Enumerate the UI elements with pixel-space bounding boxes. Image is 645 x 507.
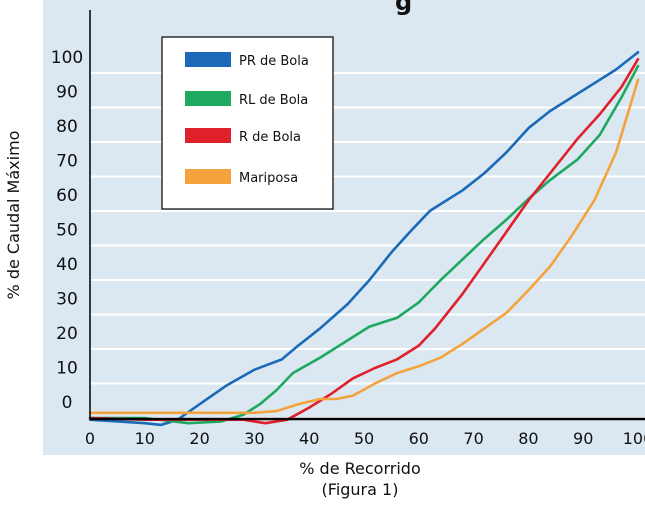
figure-caption: (Figura 1)	[321, 480, 399, 499]
x-axis-label: % de Recorrido	[299, 459, 421, 478]
legend-swatch	[185, 169, 231, 184]
legend-swatch	[185, 128, 231, 143]
y-tick-label: 10	[56, 359, 78, 379]
series-line-pr-de-bola	[88, 50, 640, 427]
y-tick-label: 50	[56, 221, 78, 241]
y-tick-label: 100	[51, 48, 83, 68]
x-tick-label: 60	[409, 429, 429, 448]
plot-background	[43, 0, 645, 455]
x-tick-label: 0	[85, 429, 95, 448]
legend: PR de Bola RL de Bola R de Bola Mariposa	[161, 36, 334, 210]
legend-swatch	[185, 52, 231, 67]
x-tick-label: 20	[189, 429, 209, 448]
x-tick-label: 30	[244, 429, 264, 448]
y-tick-label: 0	[62, 393, 73, 413]
legend-label: Mariposa	[239, 171, 298, 186]
legend-label: R de Bola	[239, 130, 301, 145]
y-tick-label: 30	[56, 290, 78, 310]
series-line-mariposa	[88, 78, 640, 415]
x-tick-label: 80	[518, 429, 538, 448]
legend-label: PR de Bola	[239, 54, 309, 69]
legend-label: RL de Bola	[239, 93, 308, 108]
series-line-rl-de-bola	[88, 64, 640, 425]
y-tick-label: 90	[56, 83, 78, 103]
x-tick-label: 90	[573, 429, 593, 448]
legend-swatch	[185, 91, 231, 106]
x-tick-label: 50	[354, 429, 374, 448]
y-tick-label: 20	[56, 324, 78, 344]
y-tick-label: 70	[56, 152, 78, 172]
y-tick-label: 80	[56, 117, 78, 137]
x-tick-label: 70	[463, 429, 483, 448]
axes	[89, 10, 645, 421]
y-axis-label: % de Caudal Máximo	[4, 131, 23, 300]
y-tick-label: 60	[56, 186, 78, 206]
series-line-r-de-bola	[88, 57, 640, 425]
chart-title-fragment: g	[395, 0, 413, 16]
x-tick-label: 40	[299, 429, 319, 448]
series-lines	[88, 50, 640, 427]
tick-labels: 0 10 20 30 40 50 60 70 80 90 100 0 10 20 30 40 50 60 70 80 9…	[51, 48, 645, 448]
x-tick-label: 100	[623, 429, 645, 448]
x-tick-label: 10	[135, 429, 155, 448]
y-tick-label: 40	[56, 255, 78, 275]
